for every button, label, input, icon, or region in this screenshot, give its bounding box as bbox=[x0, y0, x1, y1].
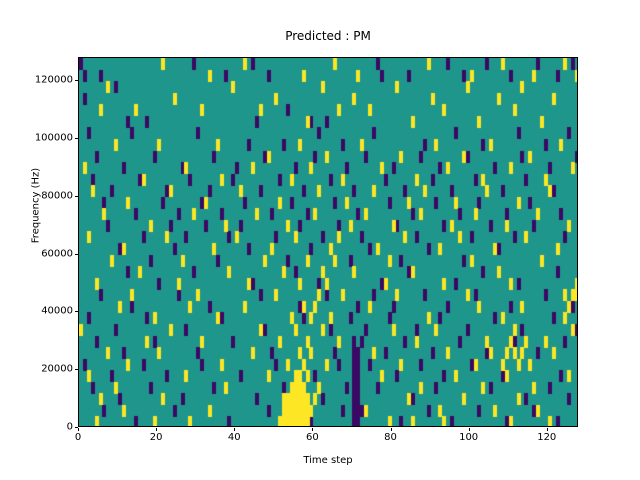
y-tick-mark bbox=[74, 80, 78, 82]
y-tick-mark bbox=[74, 137, 78, 139]
y-tick-label: 0 bbox=[66, 421, 73, 433]
heatmap-axes bbox=[78, 57, 578, 427]
y-tick-label: 120000 bbox=[34, 74, 73, 86]
heatmap-plot bbox=[79, 58, 577, 426]
x-tick-mark bbox=[234, 427, 236, 431]
y-tick-mark bbox=[74, 427, 78, 428]
x-tick-label: 0 bbox=[74, 432, 82, 443]
y-tick-mark bbox=[74, 195, 78, 197]
x-axis-label: Time step bbox=[303, 455, 353, 466]
x-tick-mark bbox=[156, 427, 158, 431]
x-tick-mark bbox=[390, 427, 392, 431]
x-tick-label: 80 bbox=[384, 432, 397, 443]
y-axis-label: Frequency (Hz) bbox=[30, 167, 42, 244]
x-tick-label: 100 bbox=[459, 432, 479, 443]
x-tick-label: 20 bbox=[149, 432, 163, 443]
x-tick-label: 60 bbox=[306, 432, 319, 443]
page-title: Predicted : PM bbox=[285, 29, 371, 43]
y-tick-label: 100000 bbox=[34, 132, 73, 144]
y-tick-label: 80000 bbox=[41, 190, 73, 202]
y-tick-label: 20000 bbox=[41, 363, 73, 375]
y-tick-label: 40000 bbox=[41, 305, 73, 317]
x-tick-label: 40 bbox=[227, 432, 241, 443]
x-tick-mark bbox=[78, 427, 79, 431]
y-tick-label: 60000 bbox=[41, 248, 73, 260]
x-tick-mark bbox=[546, 427, 548, 431]
y-tick-mark bbox=[74, 253, 78, 255]
x-tick-mark bbox=[312, 427, 314, 431]
x-tick-mark bbox=[468, 427, 470, 431]
x-tick-label: 120 bbox=[537, 432, 557, 443]
y-tick-mark bbox=[74, 369, 78, 371]
y-tick-mark bbox=[74, 311, 78, 313]
